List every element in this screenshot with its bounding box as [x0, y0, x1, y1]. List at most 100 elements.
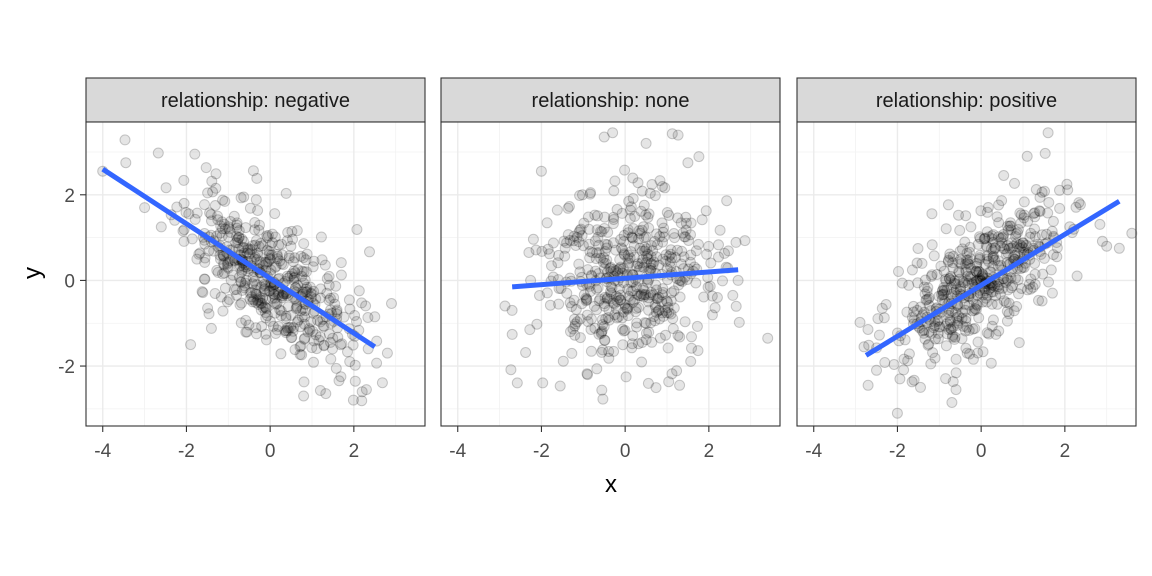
data-point — [656, 217, 668, 229]
data-point — [254, 294, 266, 306]
data-point — [950, 307, 961, 319]
data-point — [233, 261, 245, 273]
data-point — [246, 244, 258, 256]
facet-strip-label: relationship: positive — [876, 90, 1057, 112]
data-point — [300, 254, 312, 266]
data-point — [616, 242, 627, 254]
data-point — [986, 230, 998, 242]
x-axis: -4 -2 0 2 — [94, 426, 359, 462]
data-point — [381, 347, 393, 359]
data-point — [983, 231, 995, 243]
y-axis-title: y — [19, 267, 46, 279]
data-point — [1011, 241, 1023, 253]
data-point — [218, 267, 230, 279]
data-point — [1018, 196, 1030, 208]
data-point — [902, 355, 914, 367]
facet-panel: relationship: negative — [85, 77, 426, 427]
data-point — [657, 310, 669, 322]
data-point — [969, 323, 981, 334]
data-point — [957, 276, 969, 288]
data-point — [939, 284, 951, 296]
data-point — [660, 249, 672, 261]
data-point — [243, 319, 255, 331]
data-point — [602, 312, 614, 324]
data-point — [223, 221, 234, 233]
data-point — [209, 200, 221, 211]
data-point — [608, 214, 620, 225]
data-point — [661, 295, 673, 307]
data-point — [933, 290, 945, 302]
data-point — [218, 218, 230, 230]
data-point — [599, 334, 611, 346]
data-point — [1042, 207, 1054, 219]
data-point — [940, 320, 952, 332]
data-point — [966, 305, 978, 317]
data-point — [207, 186, 219, 198]
data-point — [618, 306, 629, 318]
data-point — [955, 283, 966, 295]
x-tick-label: 2 — [349, 441, 360, 462]
data-point — [680, 217, 692, 229]
regression-line — [864, 199, 1121, 358]
data-point — [980, 240, 992, 252]
data-point — [986, 320, 998, 332]
data-point — [269, 208, 281, 220]
x-tick-label: 0 — [976, 441, 987, 462]
data-point — [654, 313, 666, 325]
data-point — [636, 224, 648, 236]
data-point — [666, 128, 678, 140]
data-point — [686, 342, 697, 354]
data-point — [235, 276, 247, 288]
data-point — [981, 296, 993, 308]
data-point — [240, 222, 252, 234]
data-point — [298, 333, 310, 345]
data-point — [371, 357, 383, 369]
data-point — [288, 265, 300, 277]
data-point — [925, 270, 937, 282]
data-point — [570, 240, 582, 251]
data-point — [360, 384, 372, 396]
data-point — [295, 305, 307, 317]
data-point — [1005, 224, 1017, 236]
data-point — [642, 248, 654, 260]
data-point — [862, 379, 874, 391]
data-point — [317, 320, 329, 332]
data-point — [946, 305, 958, 317]
data-point — [251, 288, 262, 300]
data-point — [661, 207, 673, 218]
data-point — [520, 347, 532, 358]
data-point — [282, 272, 294, 284]
data-point — [936, 285, 948, 297]
data-point — [627, 193, 639, 204]
data-point — [218, 250, 230, 262]
data-point — [238, 247, 250, 259]
regression-line — [511, 267, 739, 290]
data-point — [662, 342, 674, 354]
data-point — [563, 201, 575, 212]
data-point — [325, 336, 336, 348]
data-point — [721, 195, 733, 207]
data-point — [949, 331, 961, 343]
data-point — [275, 305, 287, 317]
data-point — [911, 304, 923, 316]
data-point — [210, 168, 222, 180]
data-point — [315, 283, 327, 295]
data-point — [257, 260, 269, 271]
data-point — [680, 211, 692, 223]
data-point — [706, 290, 718, 302]
data-point — [945, 288, 957, 300]
data-point — [282, 325, 294, 336]
data-point — [948, 286, 960, 298]
data-point — [323, 279, 335, 291]
data-point — [678, 251, 690, 263]
data-point — [315, 231, 327, 243]
data-point — [945, 270, 957, 282]
data-point — [979, 258, 991, 270]
data-point — [272, 250, 283, 262]
data-point — [206, 215, 217, 227]
data-point — [647, 245, 659, 257]
data-point — [202, 187, 214, 199]
data-point — [238, 191, 250, 203]
data-point — [636, 337, 648, 348]
data-point — [316, 254, 328, 266]
